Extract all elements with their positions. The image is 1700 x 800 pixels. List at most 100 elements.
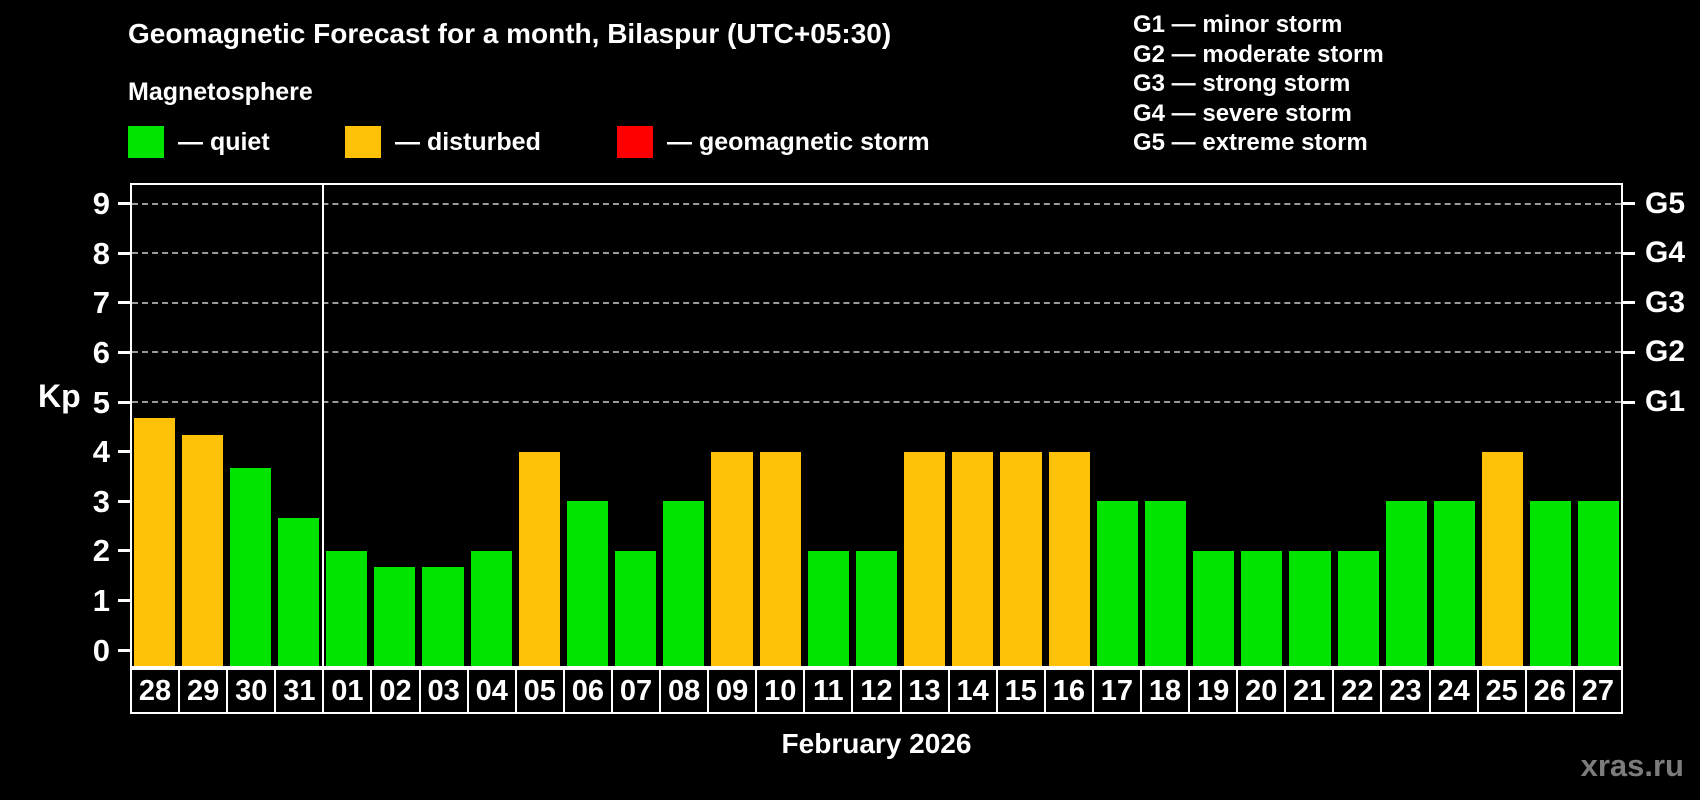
day-label-cell: 23 (1380, 668, 1431, 714)
g-legend-item-g1: G1 — minor storm (1133, 11, 1343, 38)
day-label-cell: 05 (514, 668, 565, 714)
disturbed-swatch-icon (345, 126, 381, 158)
bar-day-10 (759, 451, 801, 668)
day-label-cell: 28 (130, 668, 181, 714)
watermark-xras: xras.ru (1580, 748, 1684, 783)
day-label-cell: 19 (1188, 668, 1239, 714)
day-label-cell: 14 (947, 668, 998, 714)
g-legend-item-g4: G4 — severe storm (1133, 99, 1352, 127)
legend-item-quiet: — quiet (128, 124, 270, 160)
legend-item-label: — quiet (178, 127, 270, 156)
day-label-cell: 04 (466, 668, 517, 714)
bar-day-03 (422, 567, 464, 668)
y-axis-tick-label: 8 (92, 235, 110, 271)
y-axis-tick (118, 202, 130, 206)
bar-day-07 (615, 550, 657, 668)
bar-day-26 (1530, 501, 1572, 668)
bar-day-20 (1241, 550, 1283, 668)
kp-axis-label: Kp (38, 378, 81, 414)
bar-day-27 (1578, 501, 1620, 668)
bar-day-04 (470, 550, 512, 668)
g-axis-tick (1623, 400, 1635, 404)
g-scale-legend: G1 — minor storm G2 — moderate storm G3 — … (1133, 10, 1384, 158)
bar-day-30 (229, 467, 271, 668)
bar-day-15 (1000, 451, 1042, 668)
y-axis-tick (118, 400, 130, 404)
bar-day-21 (1289, 550, 1331, 668)
bar-day-28 (133, 418, 175, 668)
g-axis-tick (1623, 202, 1635, 206)
bar-day-14 (952, 451, 994, 668)
y-axis-tick (118, 251, 130, 255)
jan-feb-separator (321, 183, 324, 668)
y-axis-tick-label: 4 (92, 434, 110, 470)
g-legend-item-g5: G5 — extreme storm (1133, 129, 1368, 156)
y-axis-tick (118, 598, 130, 602)
storm-swatch-icon (617, 126, 653, 158)
g-axis-label-g5: G5 (1645, 186, 1686, 220)
day-label-cell: 16 (1043, 668, 1094, 714)
day-label-cell: 15 (995, 668, 1046, 714)
day-label-cell: 26 (1524, 668, 1575, 714)
day-label-cell: 08 (659, 668, 710, 714)
y-axis-tick-label: 3 (92, 483, 110, 519)
y-axis-tick-label: 9 (92, 186, 110, 222)
day-label-cell: 18 (1139, 668, 1191, 714)
legend-item-label: — disturbed (395, 127, 541, 156)
plot-area: 0 1 2 3 4 5 6 7 8 9 G1 G2 G3 G4 G5 (93, 183, 1685, 668)
day-label-cell: 21 (1284, 668, 1335, 714)
g-legend-item-g3: G3 — strong storm (1133, 70, 1351, 97)
day-label-cell: 02 (370, 668, 421, 714)
bar-day-31 (277, 517, 320, 668)
day-label-cell: 31 (274, 668, 325, 714)
day-label-cell: 11 (803, 668, 854, 714)
day-label-cell: 01 (322, 668, 373, 714)
day-label-cell: 12 (851, 668, 902, 714)
day-label-cell: 17 (1091, 668, 1142, 714)
g-axis-label-g4: G4 (1645, 236, 1686, 270)
day-label-cell: 09 (707, 668, 758, 714)
y-axis-tick-label: 0 (92, 632, 110, 668)
bar-day-22 (1337, 550, 1379, 668)
bar-day-24 (1433, 501, 1475, 668)
legend-item-storm: — geomagnetic storm (617, 124, 930, 160)
gridline-kp7 (132, 301, 1621, 304)
day-label-cell: 07 (610, 668, 662, 714)
subtitle-magnetosphere: Magnetosphere (128, 78, 313, 106)
y-axis-tick (118, 549, 130, 553)
bar-day-05 (518, 451, 560, 668)
g-legend-item-g2: G2 — moderate storm (1133, 40, 1384, 68)
y-axis-tick-label: 5 (92, 384, 110, 420)
y-axis-tick-label: 1 (92, 582, 110, 618)
bar-day-13 (904, 451, 946, 668)
y-axis-tick (118, 499, 130, 503)
g-axis-tick (1623, 350, 1635, 354)
bar-day-09 (711, 451, 753, 668)
bar-day-17 (1096, 501, 1138, 668)
day-label-cell: 20 (1236, 668, 1287, 714)
gridline-kp6 (132, 351, 1621, 354)
bar-day-25 (1482, 451, 1524, 668)
day-label-cell: 13 (899, 668, 950, 714)
bar-day-23 (1385, 501, 1427, 668)
day-label-cell: 25 (1476, 668, 1527, 714)
legend-item-disturbed: — disturbed (345, 124, 541, 160)
bar-day-19 (1193, 550, 1235, 668)
day-label-cell: 06 (562, 668, 613, 714)
page-title: Geomagnetic Forecast for a month, Bilasp… (128, 18, 892, 49)
day-label-cell: 24 (1428, 668, 1479, 714)
bar-day-06 (566, 501, 609, 668)
g-axis-label-g3: G3 (1645, 285, 1686, 319)
y-axis-tick-label: 2 (92, 533, 110, 569)
day-label-cell: 03 (418, 668, 469, 714)
y-axis-tick-label: 7 (92, 285, 110, 321)
gridline-kp9 (132, 202, 1621, 205)
g-axis-tick (1623, 251, 1635, 255)
month-label: February 2026 (781, 728, 972, 759)
bar-day-16 (1048, 451, 1090, 668)
y-axis-tick-label: 6 (92, 334, 110, 370)
bar-day-29 (181, 435, 223, 668)
day-label-cell: 22 (1332, 668, 1383, 714)
day-label-cell: 29 (178, 668, 229, 714)
